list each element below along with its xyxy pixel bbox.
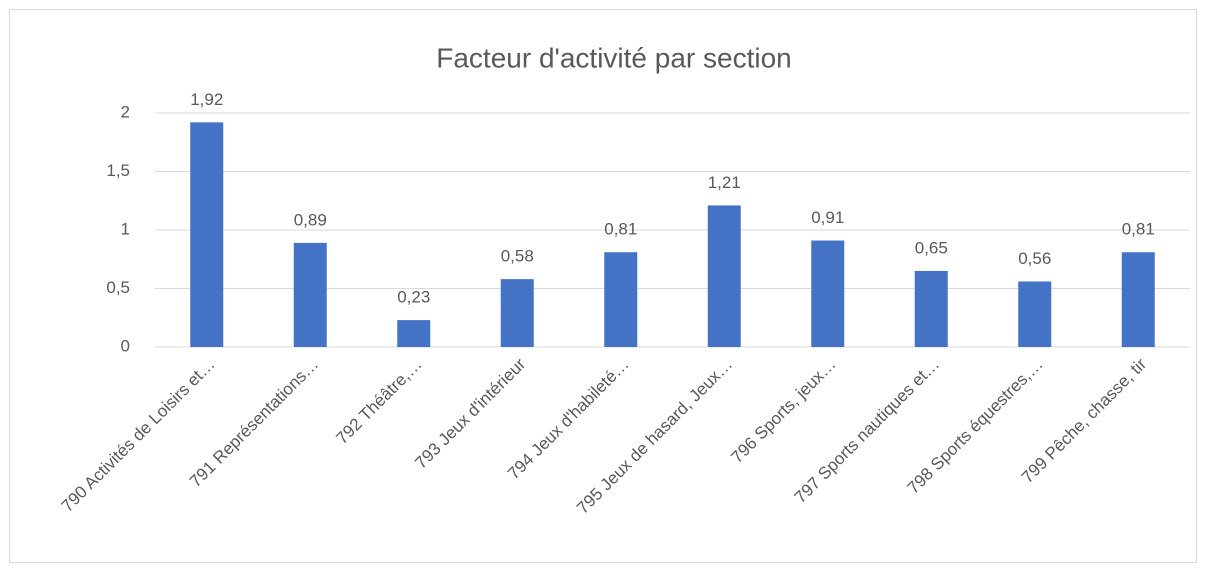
data-label: 0,58 [501, 247, 534, 266]
data-label: 1,21 [708, 173, 741, 192]
y-tick-label: 1,5 [106, 161, 130, 180]
data-label: 0,23 [397, 288, 430, 307]
bar [397, 320, 431, 347]
bar [604, 252, 638, 347]
bar [811, 240, 845, 347]
bar [500, 279, 534, 347]
bar [707, 205, 741, 347]
data-label: 0,56 [1018, 249, 1051, 268]
data-label: 1,92 [190, 90, 223, 109]
data-label: 0,91 [811, 208, 844, 227]
y-tick-label: 2 [121, 102, 130, 121]
chart-title: Facteur d'activité par section [436, 42, 792, 73]
y-tick-label: 0,5 [106, 278, 130, 297]
bar [1121, 252, 1155, 347]
bar [914, 270, 948, 347]
y-tick-label: 1 [121, 219, 130, 238]
bar [1018, 281, 1052, 347]
data-label: 0,81 [604, 220, 637, 239]
data-label: 0,89 [294, 210, 327, 229]
data-label: 0,65 [915, 238, 948, 257]
bar [293, 242, 327, 347]
y-tick-label: 0 [121, 336, 130, 355]
bar [190, 122, 224, 347]
data-label: 0,81 [1122, 220, 1155, 239]
